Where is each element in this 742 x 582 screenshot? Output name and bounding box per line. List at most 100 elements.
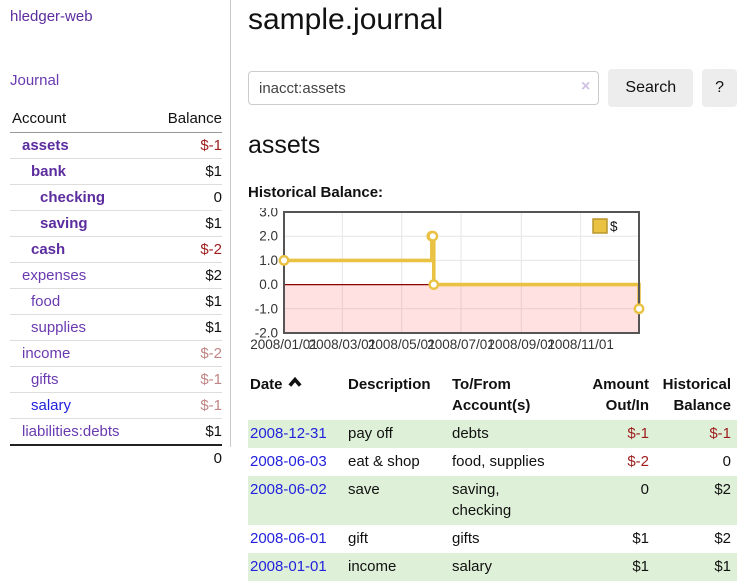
header-text: To/From xyxy=(452,376,511,393)
date-cell: 2008-01-01 xyxy=(248,552,346,581)
account-balance: $-1 xyxy=(150,392,222,419)
transaction-amount: $1 xyxy=(632,530,649,547)
svg-text:2008/01/01: 2008/01/01 xyxy=(250,337,318,352)
transaction-description: gift xyxy=(348,530,369,547)
account-row: food $1 xyxy=(10,288,222,315)
account-link[interactable]: food xyxy=(31,293,61,310)
account-row: salary $-1 xyxy=(10,392,222,419)
sort-ascending-icon xyxy=(287,377,302,387)
account-row: expenses $2 xyxy=(10,262,222,289)
accounts-total: 0 xyxy=(10,444,222,471)
transaction-date-link[interactable]: 2008-06-02 xyxy=(250,480,327,498)
register-col-to-from-accounts: To/From Account(s) xyxy=(450,372,567,420)
account-row: bank $1 xyxy=(10,158,222,185)
transaction-date-link[interactable]: 2008-06-03 xyxy=(250,452,327,470)
transaction-balance: 0 xyxy=(722,452,731,470)
svg-text:-1.0: -1.0 xyxy=(255,301,278,316)
date-cell: 2008-06-01 xyxy=(248,525,346,553)
accounts-col-account: Account xyxy=(10,106,151,133)
account-link[interactable]: income xyxy=(22,345,71,362)
account-link[interactable]: salary xyxy=(31,397,72,414)
transaction-accounts: debts xyxy=(450,420,567,448)
svg-text:-2.0: -2.0 xyxy=(255,326,278,341)
transaction-date-link[interactable]: 2008-01-01 xyxy=(250,557,327,575)
header-text: Amount xyxy=(592,376,649,393)
svg-text:3.0: 3.0 xyxy=(259,208,278,220)
account-row: gifts $-1 xyxy=(10,366,222,393)
account-link[interactable]: saving xyxy=(40,215,88,232)
table-row: 2008-06-03 eat & shop food, supplies $-2 0 xyxy=(248,448,737,476)
account-row: checking 0 xyxy=(10,184,222,211)
transaction-description: eat & shop xyxy=(348,452,420,470)
transaction-description: pay off xyxy=(346,420,450,448)
register-col-amount-out-in: Amount Out/In xyxy=(567,372,655,420)
register-col-description: Description xyxy=(346,372,450,420)
svg-text:2008/11/01: 2008/11/01 xyxy=(547,337,614,352)
account-row: income $-2 xyxy=(10,340,222,367)
account-balance: $-1 xyxy=(150,366,222,393)
transaction-amount: $-2 xyxy=(627,452,649,470)
svg-text:1.0: 1.0 xyxy=(259,253,278,268)
account-link[interactable]: assets xyxy=(22,137,69,154)
account-balance: $1 xyxy=(150,288,222,315)
account-balance: $1 xyxy=(150,210,222,237)
page-title: sample.journal xyxy=(248,3,444,36)
account-link[interactable]: bank xyxy=(31,163,67,180)
register-table: Date Description To/From Account(s) Amount Ou… xyxy=(248,372,737,581)
header-text: Historical xyxy=(662,376,731,393)
accounts-total-row: 0 xyxy=(10,444,222,471)
account-balance: 0 xyxy=(150,184,222,211)
transaction-amount: $1 xyxy=(567,552,655,581)
search-input[interactable] xyxy=(248,71,600,105)
search-form: × Search ? xyxy=(248,69,737,107)
account-link[interactable]: liabilities:debts xyxy=(22,423,120,440)
header-text: Account(s) xyxy=(452,397,531,414)
svg-text:2008/07/01: 2008/07/01 xyxy=(427,337,495,352)
clear-search-icon[interactable]: × xyxy=(581,78,591,95)
main-content: sample.journal × Search ? assets Histori… xyxy=(248,0,737,581)
register-col-date[interactable]: Date xyxy=(248,372,346,420)
header-text: Description xyxy=(348,376,431,393)
account-row: cash $-2 xyxy=(10,236,222,263)
account-row: supplies $1 xyxy=(10,314,222,341)
svg-text:2.0: 2.0 xyxy=(259,229,278,244)
svg-text:2008/05/01: 2008/05/01 xyxy=(368,337,436,352)
account-link[interactable]: supplies xyxy=(31,319,87,336)
transaction-balance: $-1 xyxy=(655,420,737,448)
historical-balance-chart: 3.0 2.0 1.0 0.0 -1.0 -2.0 2008/01/01 2008/03/01… xyxy=(248,205,648,358)
transaction-date-link[interactable]: 2008-12-31 xyxy=(250,425,327,442)
account-row: assets $-1 xyxy=(10,133,222,159)
transaction-balance: $2 xyxy=(714,530,731,547)
transaction-date-link[interactable]: 2008-06-01 xyxy=(250,530,327,547)
table-row: 2008-01-01 income salary $1 $1 xyxy=(248,552,737,581)
date-cell: 2008-12-31 xyxy=(248,420,346,448)
account-link[interactable]: checking xyxy=(40,189,106,206)
sidebar-item-journal[interactable]: Journal xyxy=(10,72,60,89)
svg-text:2008/09/01: 2008/09/01 xyxy=(488,337,556,352)
account-link[interactable]: cash xyxy=(31,241,66,258)
account-balance: $1 xyxy=(150,158,222,185)
account-balance: $1 xyxy=(150,418,222,445)
account-balance: $2 xyxy=(150,262,222,289)
account-row: saving $1 xyxy=(10,210,222,237)
svg-text:$: $ xyxy=(610,219,618,234)
transaction-description: save xyxy=(346,475,450,525)
sidebar: hledger-web Journal Account Balance asse… xyxy=(0,0,231,471)
table-row: 2008-06-02 save saving, checking 0 $2 xyxy=(248,475,737,525)
accounts-table: Account Balance assets $-1 bank $1 checking 0… xyxy=(10,106,222,471)
app-title-link[interactable]: hledger-web xyxy=(10,8,93,25)
table-row: 2008-12-31 pay off debts $-1 $-1 xyxy=(248,420,737,448)
search-button[interactable]: Search xyxy=(608,69,694,107)
transaction-accounts: food, supplies xyxy=(452,452,545,470)
account-link[interactable]: gifts xyxy=(31,371,59,388)
transaction-accounts: gifts xyxy=(452,530,480,547)
account-link[interactable]: expenses xyxy=(22,267,87,284)
svg-text:2008/03/01: 2008/03/01 xyxy=(309,337,377,352)
account-balance: $-1 xyxy=(200,137,222,154)
account-balance: $-2 xyxy=(150,236,222,263)
header-text: Out/In xyxy=(605,397,649,414)
transaction-accounts: saving, checking xyxy=(450,475,567,525)
date-cell: 2008-06-03 xyxy=(248,448,346,476)
transaction-amount: 0 xyxy=(567,475,655,525)
help-button[interactable]: ? xyxy=(702,69,737,107)
